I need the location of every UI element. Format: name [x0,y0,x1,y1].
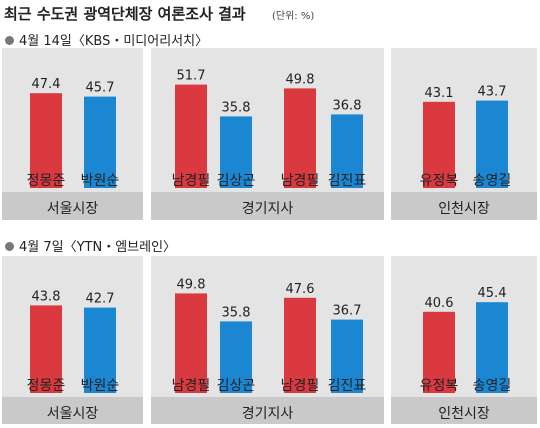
region-label-bar [151,192,384,220]
data-label: 43.1 [425,86,454,101]
bar [175,84,207,188]
poll-1-title: 4월 14일〈KBS・미디어리서치〉 [5,30,208,49]
bar [30,305,62,393]
data-label: 36.8 [333,98,362,113]
region-label: 인천시장 [438,406,490,422]
bar [284,297,316,393]
data-label: 35.8 [222,305,251,320]
category-label: 박원순 [81,378,120,394]
bar [220,116,252,188]
category-label: 송영길 [473,173,512,189]
bar [331,114,363,188]
region-label: 서울시장 [47,201,99,217]
region-label-bar [151,397,384,424]
region-label: 경기지사 [242,406,294,422]
category-label: 김상곤 [217,378,256,394]
bullet-icon [5,242,14,251]
category-label: 김진표 [328,378,367,394]
category-label: 남경필 [281,173,320,189]
region-panel-1-3 [391,48,537,220]
data-label: 49.8 [177,277,206,292]
region-label-bar [391,397,537,424]
bar [84,96,116,188]
bar [476,100,508,188]
data-label: 42.7 [86,292,115,307]
category-label: 김진표 [328,173,367,189]
bar [331,319,363,393]
data-label: 36.7 [333,304,362,319]
data-label: 45.4 [478,286,507,301]
region-label-bar [391,192,537,220]
category-label: 남경필 [172,378,211,394]
data-label: 47.4 [32,77,61,92]
region-panel-2-3 [391,256,537,424]
chart-title: 최근 수도권 광역단체장 여론조사 결과 [4,5,246,23]
region-label: 서울시장 [47,406,99,422]
category-label: 유정복 [420,378,459,394]
region-label-bar [2,192,143,220]
data-label: 51.7 [177,69,206,84]
data-label: 43.7 [478,85,507,100]
bar [175,293,207,393]
region-panel-2-1 [2,256,143,424]
data-label: 45.7 [86,81,115,96]
bar [84,307,116,393]
data-label: 43.8 [32,289,61,304]
category-label: 유정복 [420,173,459,189]
data-label: 40.6 [425,296,454,311]
bullet-icon [5,36,14,45]
category-label: 송영길 [473,378,512,394]
bar [423,101,455,188]
bar [30,93,62,188]
category-label: 정몽준 [27,173,66,189]
bar [284,88,316,188]
bar [423,311,455,393]
bar [220,321,252,393]
category-label: 정몽준 [27,378,66,394]
poll-1-title-text: 4월 14일〈KBS・미디어리서치〉 [19,34,209,49]
data-label: 47.6 [286,282,315,297]
region-label-bar [2,397,143,424]
region-label: 인천시장 [438,201,490,217]
bar [476,302,508,393]
category-label: 남경필 [281,378,320,394]
data-label: 35.8 [222,100,251,115]
category-label: 남경필 [172,173,211,189]
data-label: 49.8 [286,72,315,87]
unit-label: (단위: %) [272,11,315,22]
poll-2-title-text: 4월 7일〈YTN・엠브레인〉 [19,240,177,255]
category-label: 박원순 [81,173,120,189]
poll-2-title: 4월 7일〈YTN・엠브레인〉 [5,236,176,255]
category-label: 김상곤 [217,173,256,189]
region-panel-1-1 [2,48,143,220]
region-label: 경기지사 [242,201,294,217]
